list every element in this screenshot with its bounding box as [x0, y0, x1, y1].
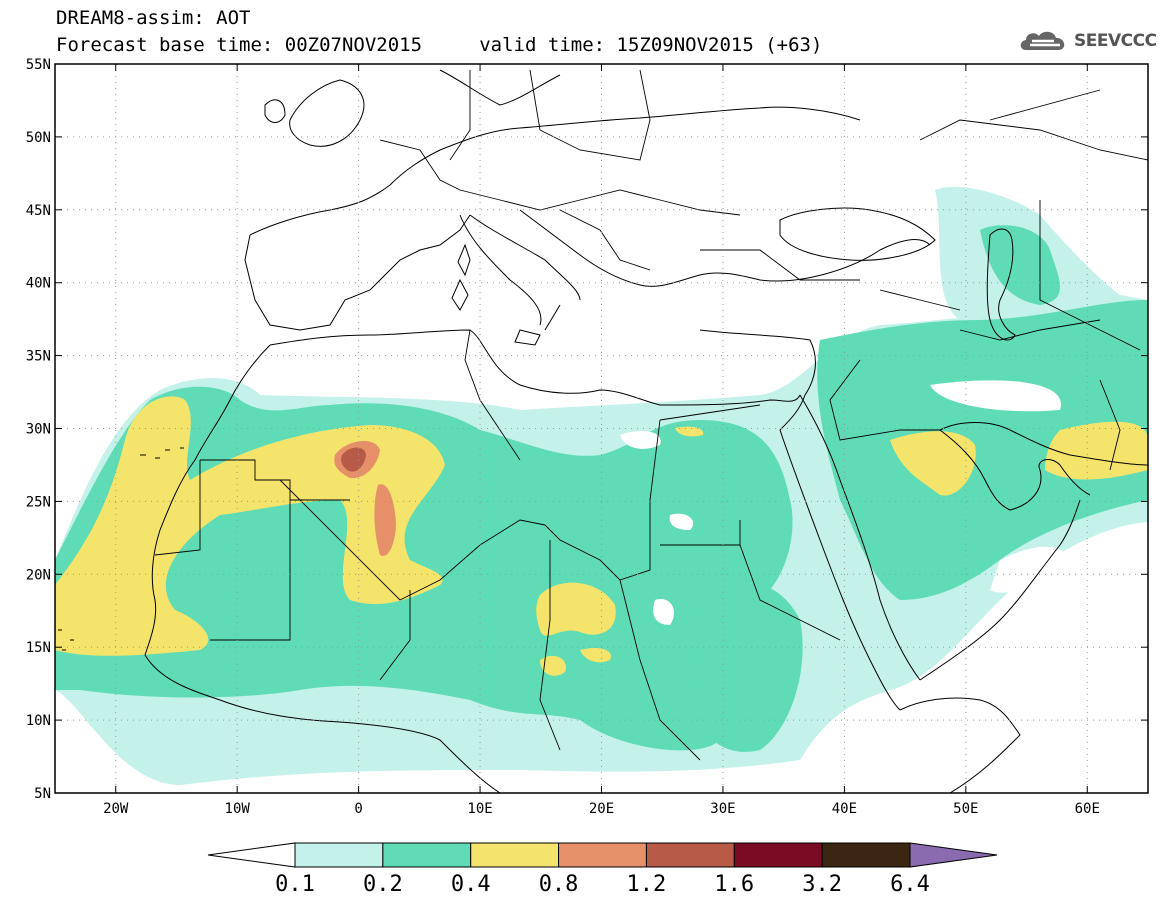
lat-label: 40N — [26, 276, 51, 292]
lon-label: 50E — [953, 801, 978, 817]
colorbar-level-label: 6.4 — [890, 872, 930, 897]
map-title: DREAM8-assim: AOT — [56, 7, 251, 29]
colorbar-box — [558, 842, 647, 868]
lat-label: 15N — [26, 640, 51, 656]
lon-label: 20W — [103, 801, 129, 817]
lon-label: 60E — [1075, 801, 1100, 817]
colorbar-level-label: 0.2 — [363, 872, 403, 897]
graticule — [55, 64, 1148, 793]
colorbar-box — [733, 842, 823, 868]
latitude-labels: 55N 50N 45N 40N 35N 30N 25N 20N 15N 10N 5N — [26, 57, 51, 802]
seevccc-logo: SEEVCCC — [1018, 28, 1157, 54]
colorbar-high-triangle — [909, 842, 998, 868]
lat-label: 10N — [26, 713, 51, 729]
colorbar-level-label: 0.4 — [451, 872, 491, 897]
colorbar-level-label: 3.2 — [802, 872, 842, 897]
lat-label: 35N — [26, 349, 51, 365]
colorbar-box — [821, 842, 911, 868]
colorbar-box — [645, 842, 735, 868]
lat-label: 45N — [26, 203, 51, 219]
lon-label: 0 — [354, 801, 362, 817]
lat-label: 5N — [34, 786, 51, 802]
lat-label: 30N — [26, 422, 51, 438]
colorbar-level-label: 0.1 — [275, 872, 315, 897]
coastlines — [58, 69, 1148, 793]
lat-label: 50N — [26, 130, 51, 146]
colorbar-box — [382, 842, 472, 868]
colorbar-low-triangle — [207, 842, 296, 868]
aot-colorbar — [207, 842, 998, 868]
longitude-labels: 20W 10W 0 10E 20E 30E 40E 50E 60E — [103, 801, 1100, 817]
colorbar-box — [294, 842, 384, 868]
lon-label: 10W — [225, 801, 251, 817]
colorbar-level-label: 1.6 — [714, 872, 754, 897]
colorbar-labels: 0.1 0.2 0.4 0.8 1.2 1.6 3.2 6.4 — [275, 872, 930, 897]
lat-label: 20N — [26, 567, 51, 583]
lon-label: 40E — [832, 801, 857, 817]
logo-text: SEEVCCC — [1074, 31, 1157, 51]
colorbar-box — [470, 842, 560, 868]
lat-label: 25N — [26, 494, 51, 510]
colorbar-level-label: 0.8 — [539, 872, 579, 897]
lon-label: 10E — [467, 801, 492, 817]
axis-ticks — [55, 63, 1148, 794]
lon-label: 20E — [589, 801, 614, 817]
lon-label: 30E — [710, 801, 735, 817]
lat-label: 55N — [26, 57, 51, 73]
cloud-logo-icon — [1020, 31, 1065, 50]
colorbar-level-label: 1.2 — [627, 872, 667, 897]
aot-contour-1.2 — [341, 447, 366, 472]
forecast-time-subtitle: Forecast base time: 00Z07NOV2015 valid t… — [56, 34, 823, 56]
